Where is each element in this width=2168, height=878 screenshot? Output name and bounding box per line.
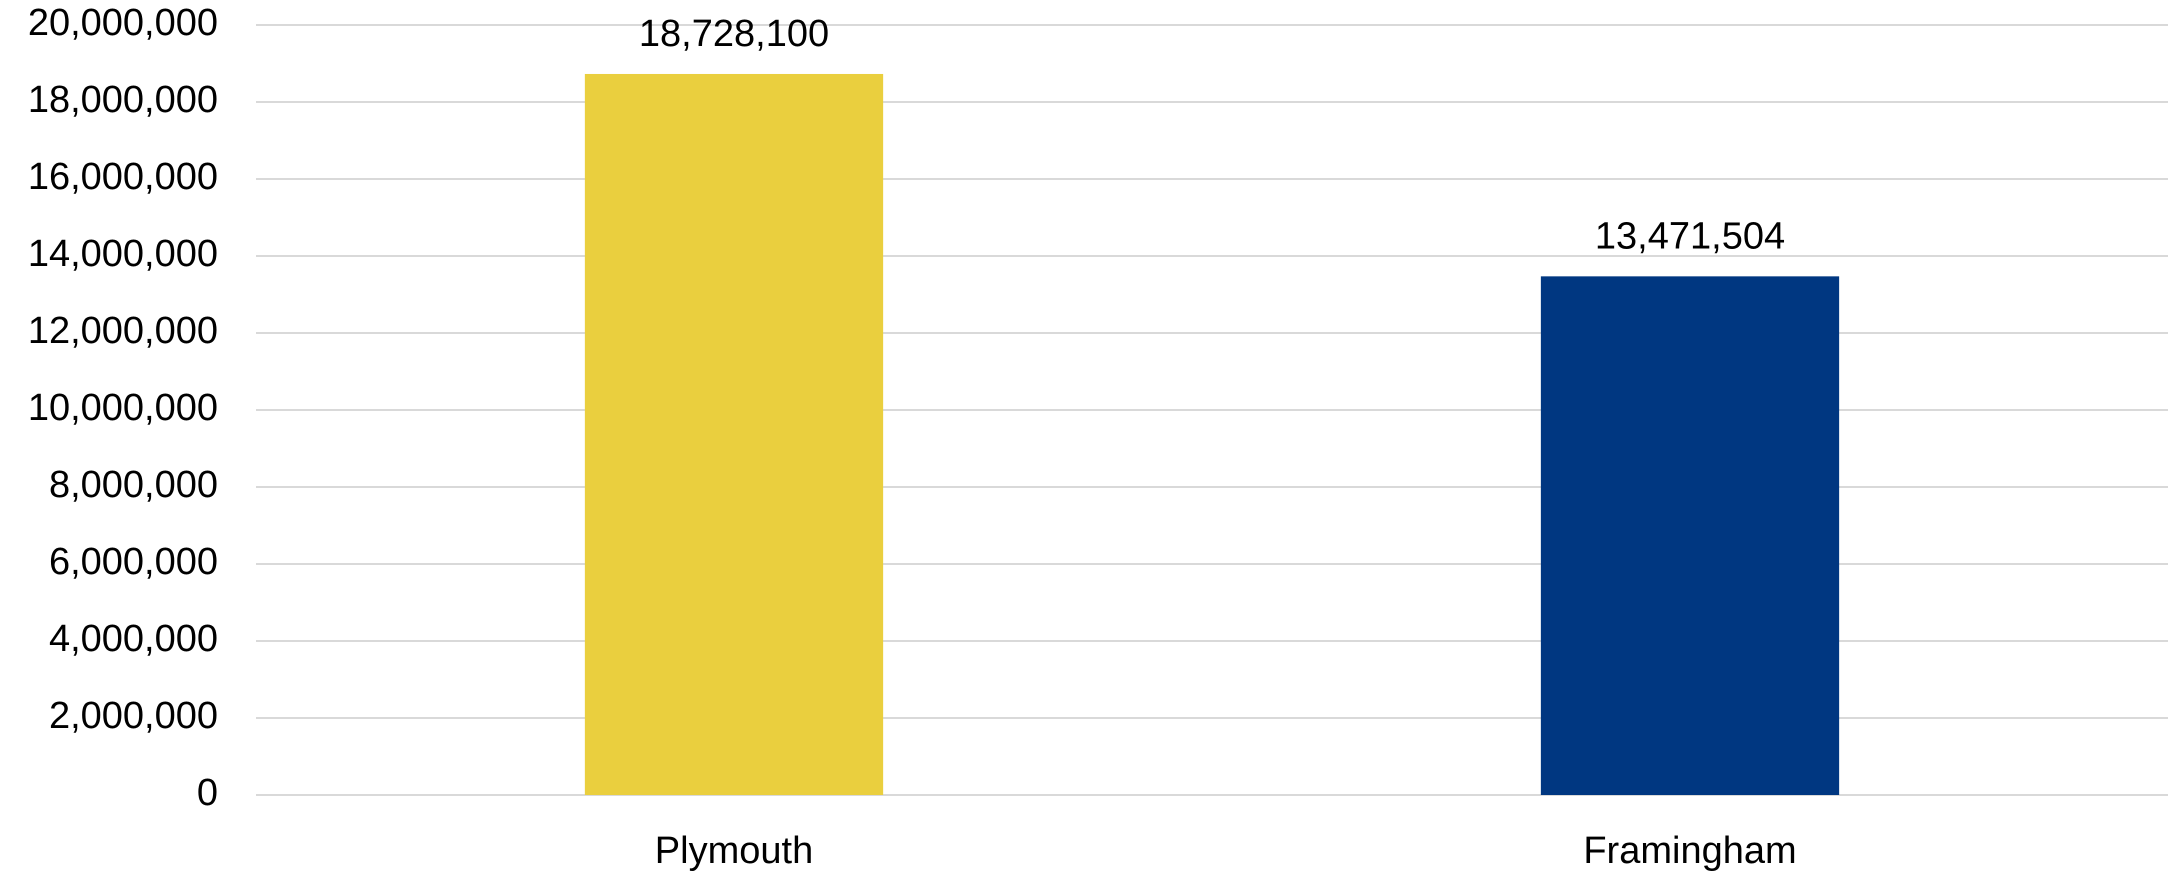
data-label: 18,728,100: [639, 13, 829, 55]
x-tick-label: Plymouth: [655, 830, 813, 872]
y-tick-label: 6,000,000: [49, 541, 218, 583]
y-tick-label: 16,000,000: [28, 156, 218, 198]
y-tick-label: 2,000,000: [49, 695, 218, 737]
bar: [1540, 276, 1840, 795]
y-tick-label: 0: [197, 772, 218, 814]
x-tick-label: Framingham: [1583, 830, 1796, 872]
y-tick-label: 20,000,000: [28, 2, 218, 44]
y-tick-label: 12,000,000: [28, 310, 218, 352]
y-tick-label: 18,000,000: [28, 79, 218, 121]
data-label: 13,471,504: [1595, 215, 1785, 257]
bar: [584, 73, 884, 796]
y-tick-label: 8,000,000: [49, 464, 218, 506]
y-tick-label: 14,000,000: [28, 233, 218, 275]
y-tick-label: 10,000,000: [28, 387, 218, 429]
y-tick-label: 4,000,000: [49, 618, 218, 660]
